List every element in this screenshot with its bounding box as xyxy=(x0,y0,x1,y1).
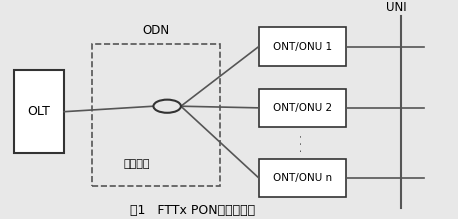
Bar xyxy=(14,70,64,153)
Bar xyxy=(259,89,346,127)
Text: 图1   FTTx PON的基本结构: 图1 FTTx PON的基本结构 xyxy=(130,204,255,217)
Text: · · ·: · · · xyxy=(297,134,307,152)
Text: UNI: UNI xyxy=(386,1,407,14)
Bar xyxy=(259,27,346,66)
Bar xyxy=(259,159,346,197)
Text: ONT/ONU 2: ONT/ONU 2 xyxy=(273,103,332,113)
Text: 光分路器: 光分路器 xyxy=(123,159,150,169)
Text: ONT/ONU n: ONT/ONU n xyxy=(273,173,332,183)
Text: OLT: OLT xyxy=(27,105,50,118)
Bar xyxy=(92,44,220,186)
Text: ONT/ONU 1: ONT/ONU 1 xyxy=(273,42,332,51)
Text: ODN: ODN xyxy=(142,24,169,37)
Circle shape xyxy=(153,100,181,113)
